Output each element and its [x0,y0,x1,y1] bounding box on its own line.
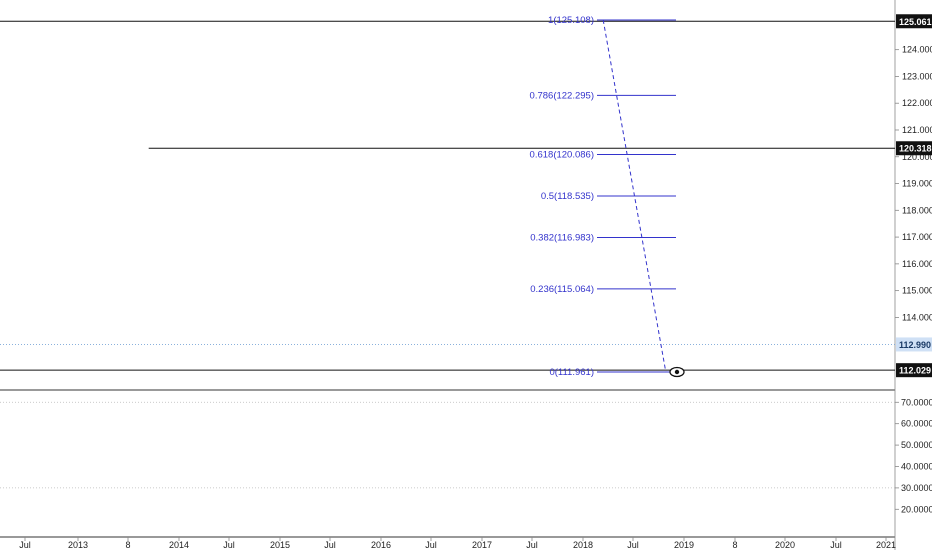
rsi-tick-label: 40.0000 [901,461,932,471]
time-tick-label: 2021 [876,540,896,550]
price-pane[interactable] [0,20,895,371]
rsi-pane[interactable] [0,402,895,489]
time-tick-label: 2020 [775,540,795,550]
fib-level-label: 0.5(118.535) [541,191,594,202]
fib-level-label: 0(111.961) [549,367,594,378]
price-tag [896,337,932,352]
price-tick-label: 120.000 [902,152,932,162]
fib-level-label: 1(125.108) [548,15,594,26]
price-tick-label: 122.000 [902,98,932,108]
price-tag-label: 120.318 [899,144,932,154]
time-tick-label: 2014 [169,540,189,550]
fib-level-label: 0.236(115.064) [530,284,594,295]
grid-layer [0,0,896,550]
time-tick-label: 2013 [68,540,88,550]
time-tick-label: Jul [526,540,538,550]
rsi-tick-label: 30.0000 [901,483,932,493]
price-tick-label: 118.000 [902,205,932,215]
time-tick-label: Jul [19,540,31,550]
fib-trend-line[interactable] [602,19,667,373]
overlay-layer: 125.061 120.318 112.990 112.029 [669,14,932,378]
time-tick-label: 8 [125,540,130,550]
price-tag-label: 125.061 [899,17,932,27]
price-tick-label: 115.000 [902,286,932,296]
fibonacci-retracement[interactable]: 1(125.108) 0.786(122.295) 0.618(120.086) 0.… [530,15,676,378]
fib-level-label: 0.786(122.295) [530,90,594,101]
price-tag [896,363,932,378]
time-tick-label: 2018 [573,540,593,550]
time-tick-label: Jul [223,540,235,550]
time-tick-label: Jul [324,540,336,550]
price-tag [896,141,932,156]
price-tick-label: 116.000 [902,259,932,269]
time-tick-label: 2019 [674,540,694,550]
rsi-tick-label: 50.0000 [901,440,932,450]
price-tick-label: 117.000 [902,232,932,242]
time-tick-label: 2016 [371,540,391,550]
price-tag [896,14,932,29]
time-tick-label: Jul [627,540,639,550]
time-tick-label: 2017 [472,540,492,550]
fib-level-label: 0.382(116.983) [530,233,594,244]
price-tick-label: 121.000 [902,125,932,135]
eye-icon-pupil [674,369,680,375]
fib-level-label: 0.618(120.086) [530,149,594,160]
axis-layer: 124.000 123.000 122.000 121.000 120.000 119.0… [19,45,932,550]
price-tick-label: 123.000 [902,71,932,81]
time-tick-label: Jul [425,540,437,550]
time-tick-label: 2015 [270,540,290,550]
price-tick-label: 114.000 [902,312,932,322]
rsi-tick-label: 70.0000 [901,397,932,407]
price-tick-label: 119.000 [902,179,932,189]
rsi-tick-label: 60.0000 [901,419,932,429]
time-tick-label: Jul [830,540,842,550]
time-tick-label: 8 [732,540,737,550]
price-tag-label: 112.029 [899,366,931,376]
price-tag-label: 112.990 [899,340,931,350]
price-tick-label: 124.000 [902,45,932,55]
rsi-tick-label: 20.0000 [901,504,932,514]
